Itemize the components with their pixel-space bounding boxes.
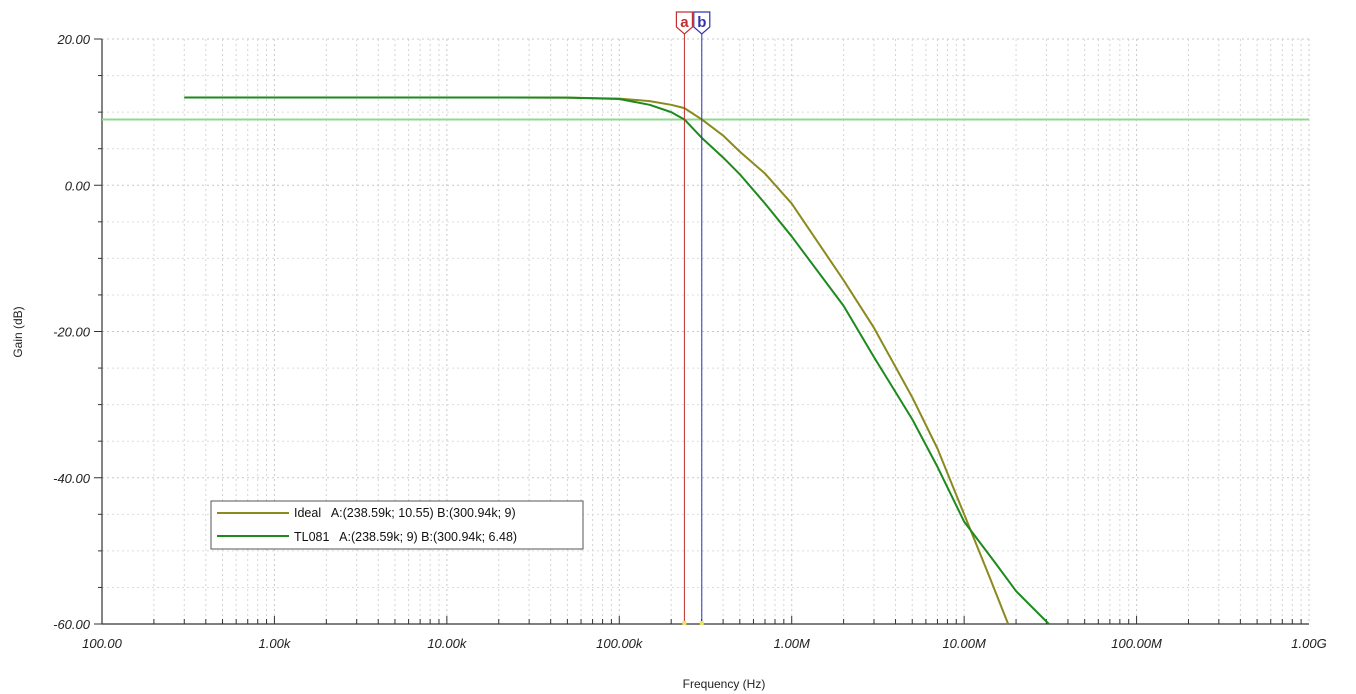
series-group [184,96,1050,625]
x-tick-label: 100.00k [596,636,644,651]
cursor-marker-b [699,621,704,625]
y-tick-label: 20.00 [56,32,90,47]
x-tick-label: 10.00M [942,636,986,651]
y-tick-label: -20.00 [53,325,91,340]
tick-labels: 100.00 1.00k 10.00k 100.00k 1.00M 10.00M 100.0… [53,32,1327,651]
cursor-handle-a[interactable] [675,11,694,35]
x-tick-label: 100.00M [1111,636,1162,651]
series-line-tl081 [184,96,1050,625]
legend-entry-tl081: TL081 A:(238.59k; 9) B:(300.94k; 6.48) [294,530,517,544]
x-tick-label: 1.00G [1291,636,1326,651]
y-axis-title: Gain (dB) [11,306,25,357]
x-tick-label: 10.00k [427,636,468,651]
cursor-handle-b[interactable] [693,11,711,35]
cursor-marker-a [682,621,687,625]
legend-entry-ideal: Ideal A:(238.59k; 10.55) B:(300.94k; 9) [294,506,516,520]
axes [94,38,1309,625]
y-tick-label: 0.00 [65,178,91,193]
cursor-label-b: b [697,14,706,31]
y-tick-label: -60.00 [53,617,91,632]
x-tick-label: 100.00 [82,636,123,651]
y-tick-label: -40.00 [53,471,91,486]
x-tick-label: 1.00k [259,636,292,651]
x-tick-label: 1.00M [774,636,810,651]
x-axis-title: Frequency (Hz) [683,677,766,691]
legend: Ideal A:(238.59k; 10.55) B:(300.94k; 9) … [210,500,584,550]
cursor-label-a: a [680,14,689,31]
